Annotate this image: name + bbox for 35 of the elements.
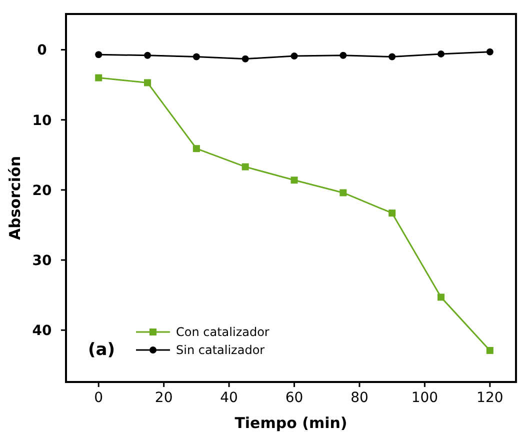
point: [95, 51, 102, 58]
point: [486, 48, 494, 56]
point: [144, 79, 152, 86]
point: [290, 52, 298, 60]
annotation: (a): [88, 340, 116, 360]
point: [242, 163, 249, 170]
x-tick-label: 80: [350, 390, 368, 406]
x-tick-label: 100: [411, 390, 438, 406]
point: [192, 145, 200, 152]
y-tick-label: 40: [32, 323, 52, 340]
x-tick-label: 120: [476, 390, 504, 406]
point: [340, 52, 347, 59]
point: [388, 53, 396, 60]
point: [438, 294, 444, 301]
y-tick-label: 20: [32, 182, 52, 199]
legend-label: Sin catalizador: [176, 343, 265, 357]
legend-label: Con catalizador: [176, 325, 270, 339]
y-tick-label: 30: [32, 253, 52, 270]
point: [95, 74, 102, 82]
y-tick-label: 0: [37, 42, 48, 59]
point: [192, 53, 200, 60]
y-axis-title: Absorción: [6, 156, 24, 240]
x-axis-title: Tiempo (min): [234, 414, 348, 432]
point: [438, 50, 444, 58]
point: [486, 346, 494, 354]
point: [242, 55, 249, 62]
point: [290, 176, 298, 184]
x-tick-label: 20: [154, 390, 173, 406]
x-tick-label: 0: [94, 390, 104, 406]
x-tick-label: 60: [285, 390, 304, 406]
point: [144, 52, 152, 59]
y-tick-label: 10: [32, 112, 52, 129]
point: [388, 210, 396, 217]
x-tick-label: 40: [220, 390, 238, 406]
point: [340, 189, 347, 196]
